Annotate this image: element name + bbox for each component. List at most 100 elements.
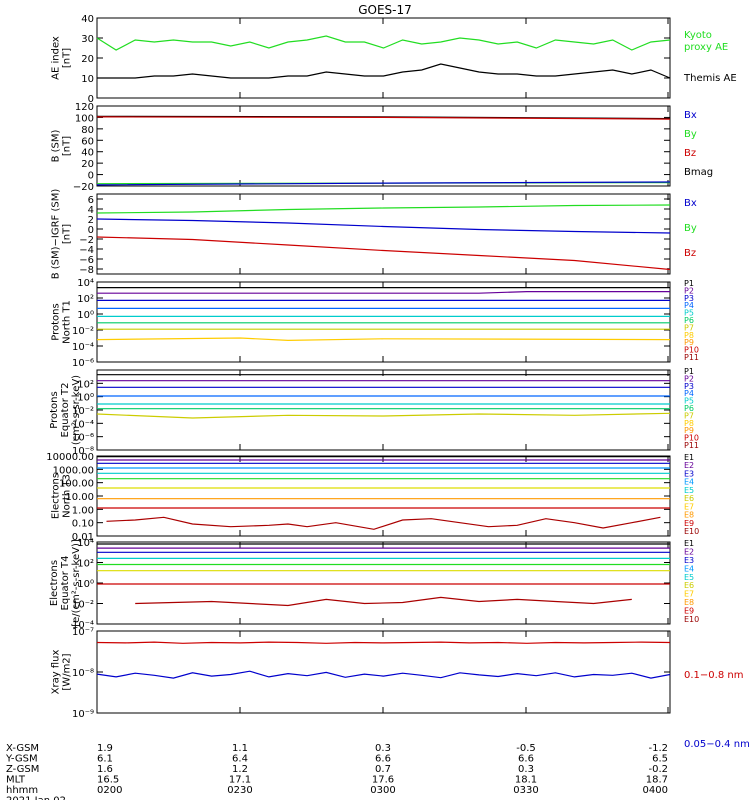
y-tick-label: −6: [79, 255, 94, 266]
footer-value-xgsm: 1.1: [232, 743, 248, 754]
y-tick-label: 10⁻⁸: [72, 668, 94, 679]
footer-value-ygsm: 6.6: [375, 754, 391, 765]
legend-entry: 0.1−0.8 nm: [684, 670, 743, 681]
footer-value-xgsm: -1.2: [648, 743, 668, 754]
y-tick-label: 20: [81, 159, 94, 170]
legend-entry: E7: [684, 590, 694, 599]
legend-entry: E4: [684, 564, 694, 573]
legend-entry: P6: [684, 404, 694, 413]
legend-entry: E8: [684, 511, 694, 520]
y-axis-label: Protons: [49, 391, 60, 428]
legend-entry: P10: [684, 346, 699, 355]
y-tick-label: 40: [81, 148, 94, 159]
y-axis-label: B (SM)−IGRF (SM): [51, 189, 62, 280]
legend-entry: P4: [684, 301, 694, 310]
footer-value-mlt: 17.1: [229, 775, 251, 786]
footer-row-label: 2021 Jan 02: [6, 796, 66, 800]
legend-entry: P3: [684, 382, 694, 391]
footer-value-mlt: 18.1: [515, 775, 537, 786]
y-tick-label: 10⁴: [77, 538, 94, 549]
footer-row-label: hhmm: [6, 785, 38, 796]
footer-row-label: MLT: [6, 775, 26, 786]
legend-entry: P8: [684, 419, 694, 428]
legend-entry: P11: [684, 441, 699, 450]
y-tick-label: 2: [88, 215, 94, 226]
y-axis-label: Equator T2: [60, 383, 71, 438]
legend-entry: P11: [684, 353, 699, 362]
y-tick-label: 10⁰: [77, 393, 94, 404]
footer-value-zgsm: 1.6: [97, 764, 113, 775]
y-tick-label: 30: [81, 34, 94, 45]
y-tick-label: −4: [79, 245, 94, 256]
legend-entry: E7: [684, 502, 694, 511]
footer-value-hhmm: 0330: [513, 785, 538, 796]
y-tick-label: 10⁻⁸: [72, 446, 94, 457]
series-line-e8: [135, 596, 632, 607]
legend-entry: P4: [684, 389, 694, 398]
y-tick-label: 10: [81, 74, 94, 85]
legend-entry: E3: [684, 556, 694, 565]
legend-entry: P9: [684, 426, 694, 435]
legend-entry: E10: [684, 615, 699, 624]
footer-value-hhmm: 0400: [643, 785, 668, 796]
legend-entry: By: [684, 223, 697, 234]
legend-entry: E6: [684, 494, 694, 503]
footer-value-xgsm: 1.9: [97, 743, 113, 754]
y-tick-label: 20: [81, 54, 94, 65]
series-line-0-1-0-8-nm: [96, 641, 671, 644]
legend-entry: E4: [684, 478, 694, 487]
panel-8: 10⁻⁹ 10⁻⁸ 10⁻⁷ Xray flux [W/m2] 0.1−0.8 nm 0.0…: [51, 627, 750, 750]
y-axis-label: Xray flux: [51, 650, 62, 695]
y-tick-label: −20: [73, 182, 94, 193]
y-tick-label: 0: [88, 171, 94, 182]
legend-entry: P8: [684, 331, 694, 340]
panel-4: 10⁻⁶ 10⁻⁴ 10⁻² 10⁰ 10² 10⁴ Protons North T1 P1P2…: [51, 278, 700, 369]
y-tick-label: −2: [79, 235, 94, 246]
y-axis-label: Electrons: [51, 473, 62, 519]
legend-entry: P1: [684, 279, 694, 288]
legend-entry: E6: [684, 581, 694, 590]
legend-entry: By: [684, 129, 697, 140]
y-tick-label: 10⁻⁴: [72, 342, 94, 353]
footer-value-ygsm: 6.1: [97, 754, 113, 765]
footer-value-mlt: 16.5: [97, 775, 119, 786]
y-tick-label: 10⁰: [77, 579, 94, 590]
series-line-by: [96, 204, 671, 214]
y-tick-label: 0: [88, 225, 94, 236]
y-axis-label: [e/(cm²-s-sr-keV)]: [71, 539, 82, 627]
y-tick-label: 100: [75, 113, 94, 124]
legend-entry: E9: [684, 519, 694, 528]
legend-entry: E5: [684, 573, 694, 582]
y-tick-label: 10⁰: [77, 310, 94, 321]
y-tick-label: −8: [79, 265, 94, 276]
y-tick-label: 40: [81, 14, 94, 25]
legend-entry: Bz: [684, 248, 696, 259]
y-tick-label: 10⁴: [77, 278, 94, 289]
footer-value-ygsm: 6.5: [652, 754, 668, 765]
series-line-0-05-0-4-nm: [96, 670, 671, 679]
footer-value-xgsm: -0.5: [516, 743, 536, 754]
legend-entry: E1: [684, 453, 694, 462]
y-tick-label: 10²: [77, 379, 94, 390]
legend-entry: E1: [684, 539, 694, 548]
y-tick-label: 100.00: [59, 479, 94, 490]
legend-entry: E8: [684, 598, 694, 607]
legend-entry: Bz: [684, 148, 696, 159]
series-line-bz: [96, 116, 671, 120]
legend-entry: Bx: [684, 198, 697, 209]
legend-entry: E2: [684, 547, 694, 556]
panel-7: 10⁻⁴ 10⁻² 10⁰ 10² 10⁴ Electrons Equator T4 [e/(…: [49, 538, 699, 631]
legend-entry: P2: [684, 286, 694, 295]
footer-value-ygsm: 6.6: [518, 754, 534, 765]
panel-6: 0.01 0.10 1.00 10.00 100.00 1000.00 10000.00 El…: [46, 452, 699, 543]
y-tick-label: 10⁻⁶: [72, 358, 94, 369]
panel-5: 10⁻⁸ 10⁻⁶ 10⁻⁴ 10⁻² 10⁰ 10² Protons Equator T2(…: [49, 367, 699, 457]
y-tick-label: 0: [88, 94, 94, 105]
footer-value-zgsm: 1.2: [232, 764, 248, 775]
legend-entry: Kyoto: [684, 30, 712, 41]
y-axis-label: Protons: [51, 303, 62, 340]
y-tick-label: 10⁻⁹: [72, 709, 94, 720]
